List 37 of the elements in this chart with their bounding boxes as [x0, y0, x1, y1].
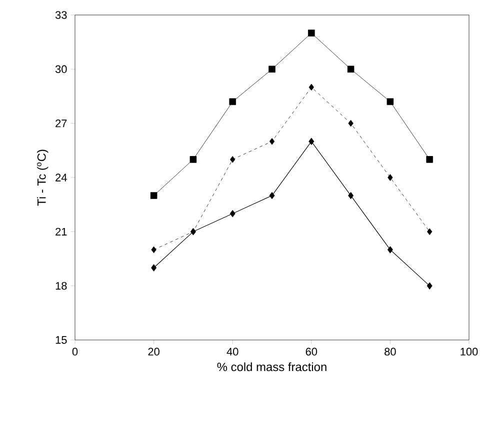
point: [268, 66, 276, 73]
x-axis-title: % cold mass fraction: [217, 362, 326, 372]
y-tick-label: 15: [56, 336, 67, 344]
y-tick-label: 27: [56, 120, 67, 128]
point: [427, 228, 432, 236]
point: [386, 98, 394, 106]
y-tick-label: 30: [55, 65, 67, 74]
y-axis-title: Ti - Tc ($^{o}$C): [37, 150, 48, 206]
y-tick-label: 21: [56, 228, 67, 236]
x-tick-label: 100: [460, 348, 478, 356]
point: [308, 84, 314, 91]
point: [230, 156, 236, 163]
point: [229, 98, 236, 106]
point: [426, 282, 432, 290]
point: [190, 156, 197, 163]
point: [269, 192, 275, 200]
point: [308, 30, 315, 36]
point: [426, 156, 433, 163]
x-tick-label: 20: [148, 348, 160, 356]
x-tick-label: 60: [306, 348, 318, 356]
x-tick-label: 0: [72, 348, 78, 356]
point: [308, 138, 314, 145]
point: [348, 120, 354, 127]
point: [150, 192, 158, 199]
point: [388, 174, 393, 181]
point: [348, 192, 354, 200]
x-tick-label: 40: [226, 348, 238, 356]
point: [269, 138, 275, 145]
point: [151, 246, 156, 254]
y-tick-label: 24: [56, 174, 67, 182]
point: [388, 246, 393, 254]
point: [347, 66, 354, 73]
y-tick-label: 33: [55, 11, 67, 19]
point: [151, 264, 156, 272]
x-tick-label: 80: [384, 348, 396, 356]
point: [230, 210, 236, 218]
y-tick-label: 18: [56, 282, 67, 290]
